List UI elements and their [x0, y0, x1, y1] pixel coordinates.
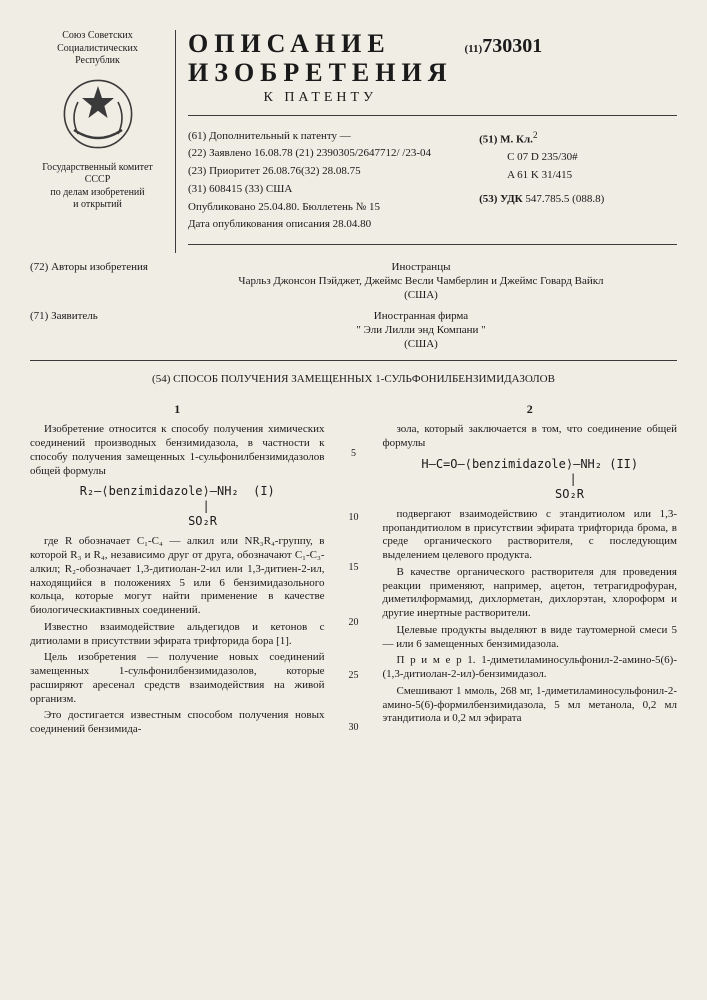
- committee-line: Государственный комитет: [30, 162, 165, 175]
- col2-para: Целевые продукты выделяют в виде таутоме…: [383, 624, 678, 652]
- formula-2: H—C=O—⟨benzimidazole⟩—NH₂ (II) | SO₂R: [383, 457, 678, 502]
- publication-number-block: (11)730301: [465, 34, 543, 59]
- col1-para: Известно взаимодействие альдегидов и кет…: [30, 621, 325, 649]
- line-num: 15: [345, 562, 363, 575]
- field-53-value: 547.785.5 (088.8): [525, 193, 604, 205]
- line-number-gutter: 5 10 15 20 25 30: [345, 402, 363, 740]
- col1-para: Изобретение относится к способу получени…: [30, 423, 325, 478]
- field-53-label: (53) УДК: [479, 193, 523, 205]
- column-2: 2 зола, который заключается в том, что с…: [383, 402, 678, 740]
- committee-line: и открытий: [30, 199, 165, 212]
- applicant-country: (США): [165, 338, 677, 352]
- line-num: 10: [345, 512, 363, 525]
- divider: [30, 360, 677, 361]
- union-line: Социалистических: [30, 43, 165, 56]
- field-53: (53) УДК 547.785.5 (088.8): [479, 193, 677, 207]
- divider: [188, 244, 677, 245]
- field-51-sup: 2: [533, 130, 538, 140]
- line-num: 30: [345, 722, 363, 735]
- col1-para: Цель изобретения — получение новых соеди…: [30, 651, 325, 706]
- meta-left: (61) Дополнительный к патенту — (22) Зая…: [188, 126, 465, 237]
- union-line: Союз Советских: [30, 30, 165, 43]
- ipc-line-b: A 61 K 31/415: [479, 169, 677, 183]
- field-71-value: Иностранная фирма " Эли Лилли энд Компан…: [165, 310, 677, 351]
- col1-number: 1: [30, 402, 325, 417]
- authors-row: (72) Авторы изобретения Иностранцы Чарль…: [30, 261, 677, 302]
- title-line-1: ОПИСАНИЕ: [188, 30, 453, 59]
- col2-number: 2: [383, 402, 678, 417]
- divider: [188, 115, 677, 116]
- meta-block: (61) Дополнительный к патенту — (22) Зая…: [188, 126, 677, 237]
- title-meta-column: ОПИСАНИЕ ИЗОБРЕТЕНИЯ К ПАТЕНТУ (11)73030…: [175, 30, 677, 253]
- field-51: (51) М. Кл.2: [479, 130, 677, 147]
- field-71-label: (71) Заявитель: [30, 310, 165, 351]
- meta-right: (51) М. Кл.2 C 07 D 235/30# A 61 K 31/41…: [479, 126, 677, 237]
- field-61: (61) Дополнительный к патенту —: [188, 130, 465, 144]
- line-num: 25: [345, 670, 363, 683]
- col1-para: Это достигается известным способом получ…: [30, 709, 325, 737]
- publication-line: Опубликовано 25.04.80. Бюллетень № 15: [188, 201, 465, 215]
- applicant-name: " Эли Лилли энд Компани ": [165, 324, 677, 338]
- pubdesc-line: Дата опубликования описания 28.04.80: [188, 218, 465, 232]
- formula-1: R₂—⟨benzimidazole⟩—NH₂ (I) | SO₂R: [30, 484, 325, 529]
- field-72-value: Иностранцы Чарльз Джонсон Пэйджет, Джейм…: [165, 261, 677, 302]
- line-num: 5: [345, 448, 363, 461]
- applicant-row: (71) Заявитель Иностранная фирма " Эли Л…: [30, 310, 677, 351]
- col2-para: П р и м е р 1. 1-диметиламиносульфонил-2…: [383, 654, 678, 682]
- ipc-line-a: C 07 D 235/30#: [479, 151, 677, 165]
- col2-para: зола, который заключается в том, что сое…: [383, 423, 678, 451]
- patent-page: Союз Советских Социалистических Республи…: [0, 0, 707, 750]
- field-51-label: (51) М. Кл.: [479, 133, 533, 145]
- body-columns: 1 Изобретение относится к способу получе…: [30, 402, 677, 740]
- header-block: Союз Советских Социалистических Республи…: [30, 30, 677, 253]
- field-72-label: (72) Авторы изобретения: [30, 261, 165, 302]
- field-23: (23) Приоритет 26.08.76(32) 28.08.75: [188, 165, 465, 179]
- col2-para: подвергают взаимодействию с этандитиолом…: [383, 508, 678, 563]
- authors-country: (США): [165, 289, 677, 303]
- committee-line: по делам изобретений: [30, 187, 165, 200]
- main-title: ОПИСАНИЕ ИЗОБРЕТЕНИЯ К ПАТЕНТУ: [188, 30, 453, 107]
- title-block: ОПИСАНИЕ ИЗОБРЕТЕНИЯ К ПАТЕНТУ (11)73030…: [188, 30, 677, 107]
- subtitle: К ПАТЕНТУ: [188, 89, 453, 107]
- column-1: 1 Изобретение относится к способу получе…: [30, 402, 325, 740]
- ussr-emblem-icon: [58, 74, 138, 154]
- title-line-2: ИЗОБРЕТЕНИЯ: [188, 59, 453, 88]
- issuer-column: Союз Советских Социалистических Республи…: [30, 30, 165, 253]
- col1-para: где R обозначает C₁-C₄ — алкил или NR₃R₄…: [30, 535, 325, 618]
- field-31-33: (31) 608415 (33) США: [188, 183, 465, 197]
- pub-number: 730301: [482, 35, 542, 57]
- authors-names: Чарльз Джонсон Пэйджет, Джеймс Весли Чам…: [165, 275, 677, 289]
- line-num: 20: [345, 617, 363, 630]
- field-22: (22) Заявлено 16.08.78 (21) 2390305/2647…: [188, 147, 465, 161]
- col2-para: В качестве органического растворителя дл…: [383, 566, 678, 621]
- col2-para: Смешивают 1 ммоль, 268 мг, 1-диметиламин…: [383, 685, 678, 726]
- union-line: Республик: [30, 55, 165, 68]
- committee-line: СССР: [30, 174, 165, 187]
- invention-title: (54) СПОСОБ ПОЛУЧЕНИЯ ЗАМЕЩЕННЫХ 1-СУЛЬФ…: [30, 373, 677, 387]
- pub-prefix: (11): [465, 43, 483, 55]
- authors-lead: Иностранцы: [165, 261, 677, 275]
- applicant-lead: Иностранная фирма: [165, 310, 677, 324]
